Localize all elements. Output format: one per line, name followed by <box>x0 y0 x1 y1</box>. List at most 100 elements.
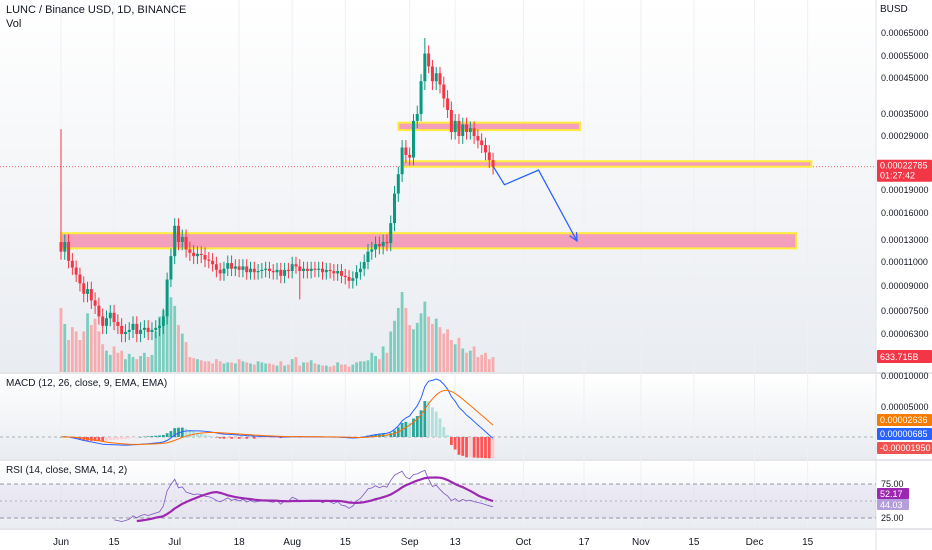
current-support-zone[interactable] <box>401 160 813 168</box>
symbol-title[interactable]: LUNC / Binance USD, 1D, BINANCE <box>6 4 187 16</box>
projection-arrow[interactable] <box>492 165 576 240</box>
macd-histogram-bar <box>480 437 484 458</box>
candle-body <box>93 300 97 306</box>
candle-body <box>290 264 294 272</box>
candle-body <box>135 323 139 334</box>
macd-histogram-bar <box>226 437 230 439</box>
macd-histogram-bar <box>423 401 427 437</box>
volume-bar <box>453 344 457 372</box>
macd-histogram-bar <box>222 437 226 439</box>
volume-bar <box>283 365 287 372</box>
candle-body <box>112 312 116 322</box>
y-axis-tick-label: 0.00035000 <box>881 109 929 119</box>
candle-body <box>158 325 162 328</box>
volume-bar <box>222 363 226 372</box>
volume-bar <box>237 359 241 372</box>
volume-bar <box>442 333 446 372</box>
volume-bar <box>203 361 207 372</box>
volume-bar <box>457 337 461 372</box>
candle-body <box>150 329 154 332</box>
macd-histogram-bar <box>245 437 249 439</box>
candle-body <box>446 98 450 110</box>
volume-bar <box>131 357 135 372</box>
candle-body <box>332 271 336 274</box>
macd-badge-value: -0.00001950 <box>880 443 931 453</box>
volume-bar <box>116 352 120 372</box>
volume-badge <box>877 350 932 363</box>
volume-bar <box>404 308 408 372</box>
candle-body <box>430 66 434 82</box>
candle-body <box>468 128 472 133</box>
candle-body <box>347 277 351 281</box>
volume-bar <box>105 350 108 372</box>
lower-support-zone[interactable] <box>60 232 798 250</box>
volume-bar <box>446 329 449 372</box>
candle-body <box>309 268 313 272</box>
volume-bar <box>230 362 233 372</box>
x-axis-tick-label: 15 <box>108 537 120 548</box>
macd-histogram-bar <box>491 437 495 459</box>
volume-bar <box>165 305 169 372</box>
volume-bar <box>461 348 465 372</box>
macd-histogram-bar <box>161 434 165 437</box>
candle-body <box>104 318 108 326</box>
volume-label[interactable]: Vol <box>6 18 22 30</box>
volume-bar <box>396 308 400 372</box>
candle-body <box>70 260 74 268</box>
volume-bar <box>484 352 487 372</box>
candle-body <box>161 316 165 326</box>
price-badge-value: 0.00022785 <box>880 161 928 171</box>
macd-badge <box>877 414 932 426</box>
volume-bar <box>169 297 173 372</box>
macd-histogram-bar <box>139 436 142 438</box>
candle-body <box>59 242 63 252</box>
candle-body <box>226 263 230 269</box>
macd-badge <box>877 428 932 440</box>
rsi-title[interactable]: RSI (14, close, SMA, 14, 2) <box>6 465 128 476</box>
candle-body <box>415 114 419 121</box>
candle-body <box>252 268 256 273</box>
volume-bar <box>423 301 427 372</box>
volume-bar <box>374 356 377 372</box>
volume-bar <box>192 358 196 372</box>
volume-bar <box>449 340 453 372</box>
candle-body <box>472 128 476 136</box>
macd-histogram-bar <box>408 422 412 437</box>
macd-histogram-bar <box>146 436 150 437</box>
y-axis-tick-label: 0.00019000 <box>881 185 929 195</box>
volume-bar <box>302 362 305 372</box>
macd-histogram-bar <box>211 436 214 438</box>
macd-histogram-bar <box>127 437 131 439</box>
macd-signal-line <box>60 389 494 445</box>
candle-body <box>457 120 461 136</box>
candle-body <box>245 266 249 273</box>
upper-resistance-zone[interactable] <box>397 121 582 132</box>
candle-body <box>411 120 415 158</box>
currency-label[interactable]: BUSD <box>880 4 908 15</box>
volume-bar <box>135 359 139 372</box>
volume-bar <box>415 322 419 372</box>
macd-histogram-bar <box>453 437 457 450</box>
x-axis-tick-label: Jul <box>168 537 181 548</box>
macd-histogram-bar <box>184 428 188 437</box>
candle-body <box>97 305 101 317</box>
candle-body <box>275 269 279 273</box>
y-axis-tick-label: 0.00029000 <box>881 131 929 141</box>
candle-body <box>305 268 309 272</box>
candle-body <box>366 251 370 262</box>
candle-body <box>86 289 90 294</box>
candle-body <box>116 321 120 326</box>
macd-histogram-bar <box>180 427 184 437</box>
macd-histogram-bar <box>374 434 377 437</box>
macd-title[interactable]: MACD (12, 26, close, 9, EMA, EMA) <box>6 378 168 389</box>
volume-bar <box>480 354 484 372</box>
candle-body <box>154 327 158 330</box>
candle-body <box>184 237 188 250</box>
macd-histogram-bar <box>169 431 173 437</box>
candle-body <box>120 325 124 334</box>
candle-body <box>449 109 453 133</box>
volume-bar <box>180 333 184 372</box>
macd-histogram-bar <box>438 418 442 437</box>
volume-bar <box>321 365 324 372</box>
